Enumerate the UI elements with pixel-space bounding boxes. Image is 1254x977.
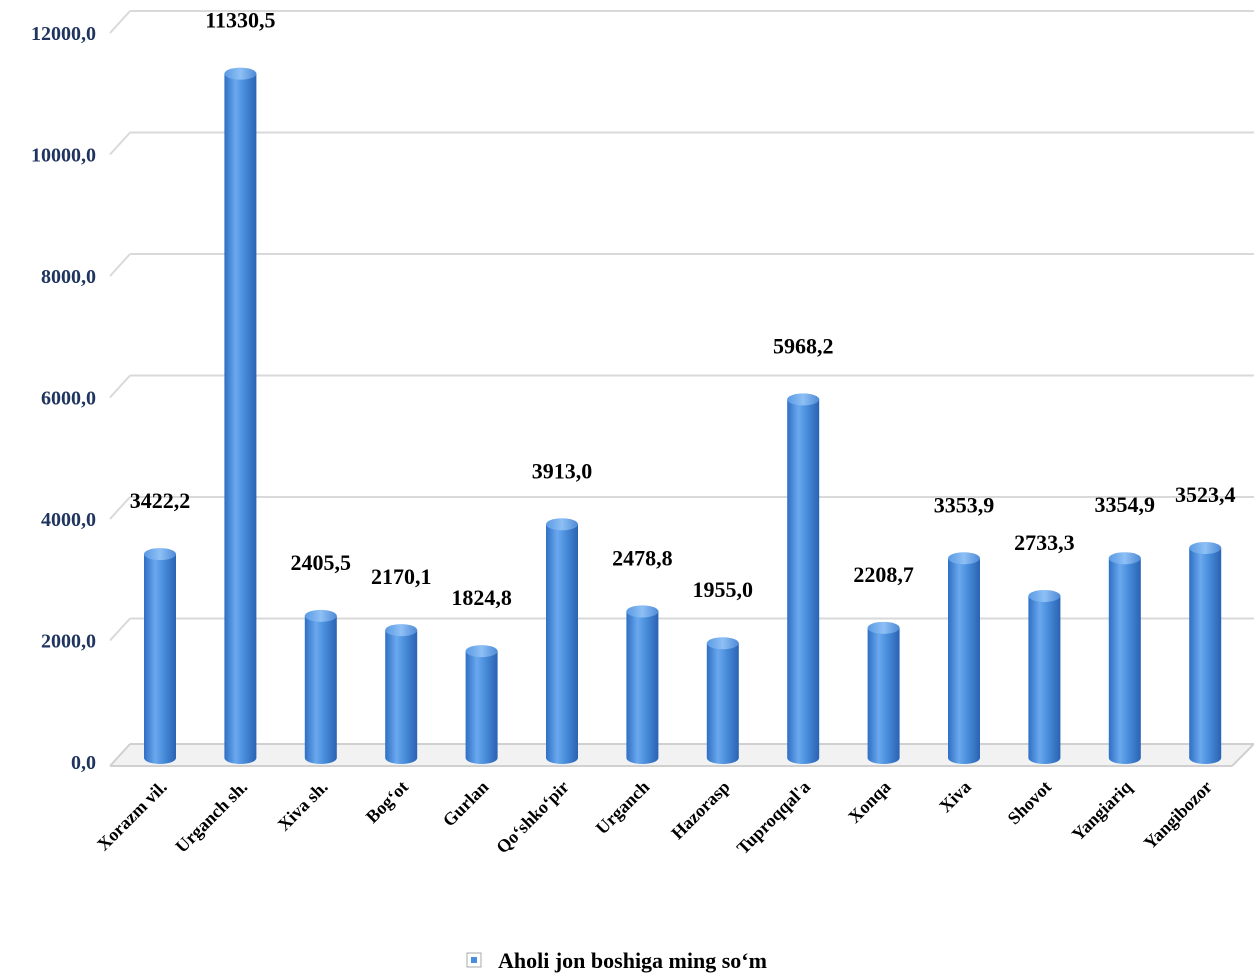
data-label: 3354,9 (1095, 492, 1156, 517)
bar (385, 624, 418, 764)
category-label: Qo‘shko‘pir (492, 777, 573, 858)
bar-cap (385, 624, 418, 637)
category-label: Gurlan (439, 777, 493, 831)
y-tick-label: 10000,0 (31, 145, 96, 167)
bar-cap (867, 621, 900, 634)
gridline-diagonal (109, 617, 131, 642)
bars (144, 67, 1222, 765)
gridline-diagonal (109, 131, 131, 156)
bar-cap (224, 67, 257, 80)
gridline-diagonal (109, 496, 131, 520)
category-label: Yangiariq (1068, 777, 1136, 845)
bar-body (224, 73, 257, 765)
data-label: 11330,5 (205, 8, 275, 33)
bar-cap (1108, 552, 1141, 565)
legend: Aholi jon boshiga ming so‘m (466, 948, 767, 973)
category-label: Hazorasp (667, 777, 733, 843)
data-labels: 3422,2 11330,5 2405,5 2170,1 1824,8 3913,0 247… (130, 8, 1236, 610)
bar-body (787, 399, 820, 764)
data-label: 1824,8 (451, 585, 512, 610)
y-tick-label: 8000,0 (41, 266, 96, 288)
category-label: Xiva (935, 777, 975, 817)
bar-cap (144, 548, 176, 561)
bar (626, 605, 659, 764)
data-label: 3523,4 (1175, 482, 1236, 507)
data-label: 3353,9 (934, 492, 995, 517)
bar-cap (1028, 589, 1061, 602)
bar (867, 621, 900, 764)
gridline-diagonal (109, 10, 131, 34)
data-label: 2733,3 (1014, 530, 1075, 555)
data-label: 3422,2 (130, 488, 191, 513)
bar-body (706, 643, 739, 764)
bar-body (465, 651, 498, 764)
bar-body (385, 630, 418, 764)
bar-body (144, 554, 176, 764)
bar (304, 609, 337, 764)
category-label: Yangibozor (1140, 777, 1216, 853)
category-labels: Xorazm vil. Urganch sh. Xiva sh. Bog‘ot Gurl… (93, 777, 1216, 858)
bar (948, 552, 980, 764)
bar-body (867, 627, 900, 764)
bar (224, 67, 257, 765)
gridline-diagonal (109, 374, 131, 399)
category-label: Urganch (592, 777, 654, 839)
category-label: Shovot (1004, 777, 1056, 829)
bar-body (1108, 558, 1141, 764)
bar (1189, 541, 1222, 764)
floor-plane (110, 744, 1254, 766)
bar-cap (465, 645, 498, 658)
category-label: Xiva sh. (274, 777, 332, 835)
legend-swatch-fill (471, 957, 477, 963)
data-label: 2170,1 (371, 564, 432, 589)
bar (144, 548, 176, 764)
category-label: Tuproqqal'a (733, 777, 814, 858)
bar (465, 645, 498, 764)
data-label: 1955,0 (693, 577, 754, 602)
bar (787, 393, 820, 764)
category-label: Bog‘ot (362, 777, 412, 827)
bar (546, 518, 578, 764)
bar-body (1189, 547, 1222, 764)
y-tick-label: 2000,0 (41, 631, 96, 653)
bar-cap (304, 609, 337, 622)
gridlines (109, 10, 1254, 642)
y-tick-label: 12000,0 (31, 23, 96, 45)
y-tick-label: 4000,0 (41, 509, 96, 531)
data-label: 2208,7 (853, 562, 914, 587)
bar-cap (787, 393, 820, 406)
gridline-diagonal (109, 253, 131, 277)
data-label: 2405,5 (291, 550, 352, 575)
legend-label: Aholi jon boshiga ming so‘m (498, 948, 767, 973)
bar-cap (706, 637, 739, 650)
bar-cap (1189, 541, 1222, 554)
data-label: 2478,8 (612, 545, 673, 570)
data-label: 5968,2 (773, 333, 834, 358)
floor-edge-right (1231, 743, 1254, 767)
category-label: Urganch sh. (171, 777, 251, 857)
bar-body (948, 558, 980, 764)
bar-cap (546, 518, 578, 531)
bar-body (304, 615, 337, 764)
category-label: Xorazm vil. (93, 777, 171, 855)
y-axis-ticks: 0,0 2000,0 4000,0 6000,0 8000,0 10000,0 12000,… (31, 23, 96, 774)
bar (1108, 552, 1141, 764)
category-label: Xonqa (844, 777, 894, 827)
bar-cap (626, 605, 659, 618)
bar (1028, 589, 1061, 764)
data-label: 3913,0 (532, 458, 593, 483)
y-tick-label: 6000,0 (41, 388, 96, 410)
bar-body (1028, 595, 1061, 764)
chart-floor (109, 743, 1254, 767)
y-tick-label: 0,0 (71, 752, 96, 774)
floor-edge-left (109, 743, 131, 767)
bar-body (546, 524, 578, 764)
bar (706, 637, 739, 764)
bar-body (626, 611, 659, 764)
bar-cap (948, 552, 980, 565)
